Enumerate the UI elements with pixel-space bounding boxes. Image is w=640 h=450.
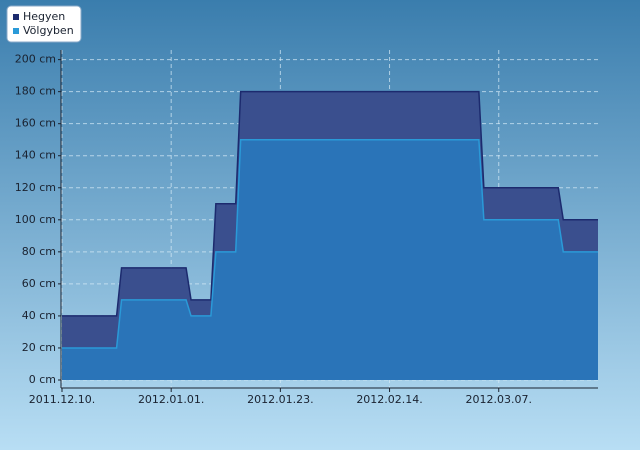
y-tick-label: 40 cm	[22, 309, 56, 322]
area	[62, 139, 598, 380]
y-tick-label: 140 cm	[15, 149, 56, 162]
y-tick-label: 0 cm	[29, 373, 56, 386]
y-tick-label: 200 cm	[15, 53, 56, 66]
y-tick-label: 160 cm	[15, 117, 56, 130]
x-tick-label: 2012.01.23.	[247, 393, 313, 406]
line	[62, 138, 598, 349]
legend-label: Hegyen	[23, 10, 65, 23]
x-tick-label: 2012.01.01.	[138, 393, 204, 406]
line	[62, 90, 598, 317]
x-tick-label: 2012.02.14.	[356, 393, 422, 406]
legend-label: Völgyben	[23, 24, 74, 37]
legend-box	[6, 5, 82, 43]
x-tick-label: 2012.03.07.	[465, 393, 531, 406]
y-tick-label: 120 cm	[15, 181, 56, 194]
y-tick-label: 60 cm	[22, 277, 56, 290]
x-tick-label: 2011.12.10.	[29, 393, 95, 406]
y-tick-label: 180 cm	[15, 85, 56, 98]
y-tick-label: 100 cm	[15, 213, 56, 226]
y-tick-label: 20 cm	[22, 341, 56, 354]
y-tick-label: 80 cm	[22, 245, 56, 258]
legend-marker	[13, 28, 19, 34]
legend-marker	[13, 14, 19, 20]
